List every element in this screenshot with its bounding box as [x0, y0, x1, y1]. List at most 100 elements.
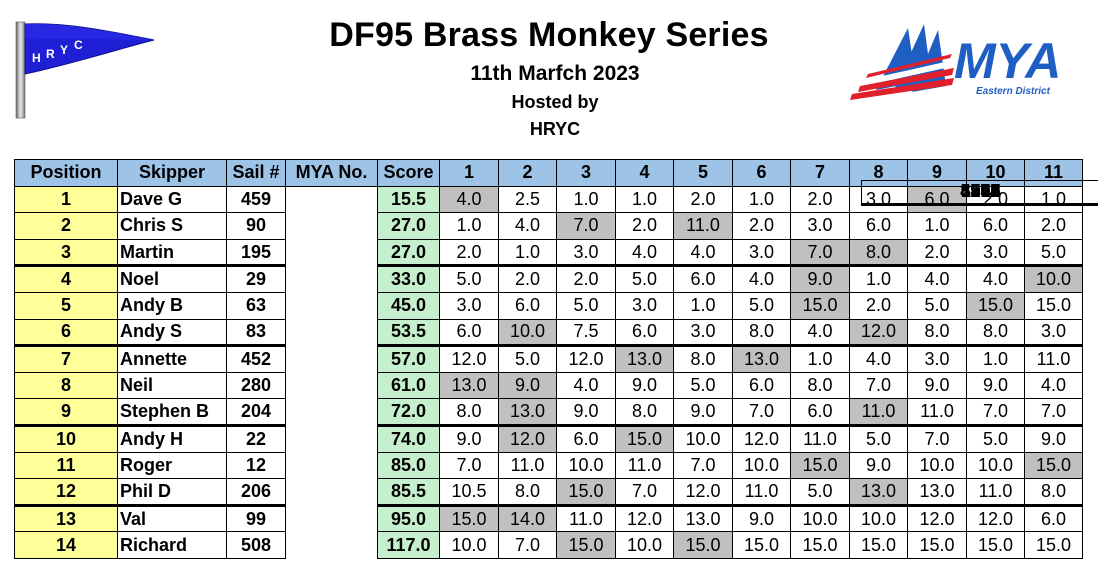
- race-result-cell: 8.0: [907, 318, 967, 348]
- position-cell: 13: [14, 504, 118, 533]
- race-result-cell: 4.0: [1024, 371, 1083, 400]
- race-result-cell: 1.0: [615, 185, 674, 214]
- race-result-cell: 13.0: [439, 371, 499, 400]
- column-header: 3: [556, 159, 616, 187]
- race-result-cell: 7.0: [907, 424, 967, 453]
- race-result-cell: 1.0: [498, 238, 557, 268]
- race-result-cell: 1.0: [556, 185, 616, 214]
- skipper-cell: Annette: [117, 345, 227, 373]
- race-result-cell: 1.0: [907, 212, 967, 240]
- race-result-cell: 15.0: [1024, 451, 1083, 480]
- race-result-cell: 2.0: [615, 212, 674, 240]
- race-result-cell: 12.0: [907, 504, 967, 533]
- race-result-cell: 10.0: [966, 451, 1025, 480]
- race-result-cell: 3.0: [966, 238, 1025, 268]
- column-header: MYA No.: [285, 159, 378, 187]
- page-header: H R Y C DF95 Brass Monkey Series 11th Ma…: [0, 0, 1098, 150]
- hosted-by-label: Hosted by: [511, 92, 599, 112]
- column-header: 4: [615, 159, 674, 187]
- table-row: 4 Noel 29 1155 33.0 5.0 2.0 2.0 5.0 6.0 4.0 9.0 1.0 4…: [14, 179, 1098, 293]
- race-result-cell: 10.0: [1024, 265, 1083, 293]
- score-cell: 45.0: [377, 291, 440, 320]
- race-result-cell: 4.0: [790, 318, 850, 348]
- score-cell: 85.5: [377, 478, 440, 507]
- race-result-cell: 7.0: [498, 531, 557, 559]
- race-result-cell: 11.0: [732, 478, 791, 507]
- mya-number-cell: 3964: [860, 179, 1098, 207]
- sail-number-cell: 204: [226, 398, 286, 427]
- race-result-cell: 3.0: [615, 291, 674, 320]
- race-result-cell: 15.0: [790, 531, 850, 559]
- race-result-cell: 2.0: [673, 185, 733, 214]
- skipper-cell: Martin: [117, 238, 227, 268]
- score-cell: 15.5: [377, 185, 440, 214]
- table-row: 2 Chris S 90 4818 27.0 1.0 4.0 7.0 2.0 11.0 2.0 3.0…: [14, 179, 1098, 240]
- position-cell: 12: [14, 478, 118, 507]
- table-row: 6 Andy S 83 4755 53.5 6.0 10.0 7.5 6.0 3.0 8.0 4.0 1…: [14, 179, 1098, 348]
- sail-number-cell: 29: [226, 265, 286, 293]
- position-cell: 7: [14, 345, 118, 373]
- page-title: DF95 Brass Monkey Series: [329, 16, 769, 54]
- race-result-cell: 5.0: [673, 371, 733, 400]
- race-result-cell: 9.0: [439, 424, 499, 453]
- position-cell: 9: [14, 398, 118, 427]
- skipper-cell: Noel: [117, 265, 227, 293]
- race-result-cell: 6.0: [790, 398, 850, 427]
- race-result-cell: 4.0: [966, 265, 1025, 293]
- skipper-cell: Roger: [117, 451, 227, 480]
- race-result-cell: 4.0: [907, 265, 967, 293]
- race-result-cell: 3.0: [439, 291, 499, 320]
- race-result-cell: 6.0: [498, 291, 557, 320]
- race-result-cell: 8.0: [966, 318, 1025, 348]
- race-result-cell: 15.0: [966, 291, 1025, 320]
- hryc-flag-logo: H R Y C: [15, 21, 155, 119]
- mya-district: Eastern District: [976, 86, 1051, 97]
- race-result-cell: 15.0: [615, 424, 674, 453]
- position-cell: 4: [14, 265, 118, 293]
- skipper-cell: Val: [117, 504, 227, 533]
- sail-number-cell: 206: [226, 478, 286, 507]
- race-result-cell: 13.0: [615, 345, 674, 373]
- race-result-cell: 9.0: [498, 371, 557, 400]
- race-result-cell: 3.0: [732, 238, 791, 268]
- race-result-cell: 8.0: [439, 398, 499, 427]
- table-row: 12 Phil D 206 4937 85.5 10.5 8.0 15.0 7.0 12.0 11.…: [14, 179, 1098, 507]
- race-result-cell: 4.0: [498, 212, 557, 240]
- race-result-cell: 6.0: [556, 424, 616, 453]
- race-result-cell: 12.0: [498, 424, 557, 453]
- skipper-cell: Dave G: [117, 185, 227, 214]
- sail-number-cell: 459: [226, 185, 286, 214]
- race-result-cell: 8.0: [498, 478, 557, 507]
- race-result-cell: 15.0: [1024, 291, 1083, 320]
- flag-letter-h: H: [32, 51, 41, 65]
- race-result-cell: 1.0: [439, 212, 499, 240]
- event-date: 11th Marfch 2023: [470, 62, 640, 85]
- sail-number-cell: 12: [226, 451, 286, 480]
- flag-letter-c: C: [74, 38, 83, 52]
- race-result-cell: 13.0: [673, 504, 733, 533]
- score-cell: 117.0: [377, 531, 440, 559]
- skipper-cell: Neil: [117, 371, 227, 400]
- race-result-cell: 5.0: [498, 345, 557, 373]
- race-result-cell: 5.0: [966, 424, 1025, 453]
- column-header: 7: [790, 159, 850, 187]
- score-cell: 57.0: [377, 345, 440, 373]
- sail-number-cell: 90: [226, 212, 286, 240]
- race-result-cell: 4.0: [732, 265, 791, 293]
- race-result-cell: 8.0: [615, 398, 674, 427]
- race-result-cell: 11.0: [966, 478, 1025, 507]
- position-cell: 10: [14, 424, 118, 453]
- race-result-cell: 5.0: [439, 265, 499, 293]
- race-result-cell: 7.0: [790, 238, 850, 268]
- table-row: 14 Richard 508 3964 117.0 10.0 7.0 15.0 10.0 15.0…: [14, 179, 1098, 559]
- race-result-cell: 10.0: [673, 424, 733, 453]
- race-result-cell: 5.0: [556, 291, 616, 320]
- race-result-cell: 7.0: [1024, 398, 1083, 427]
- sail-number-cell: 63: [226, 291, 286, 320]
- race-result-cell: 10.0: [556, 451, 616, 480]
- table-row: 10 Andy H 22 3564 74.0 9.0 12.0 6.0 15.0 10.0 12.0…: [14, 179, 1098, 453]
- race-result-cell: 10.0: [615, 531, 674, 559]
- column-header: 1: [439, 159, 499, 187]
- table-row: 9 Stephen B 204 4941 72.0 8.0 13.0 9.0 8.0 9.0 7.0…: [14, 179, 1098, 427]
- race-result-cell: 2.0: [498, 265, 557, 293]
